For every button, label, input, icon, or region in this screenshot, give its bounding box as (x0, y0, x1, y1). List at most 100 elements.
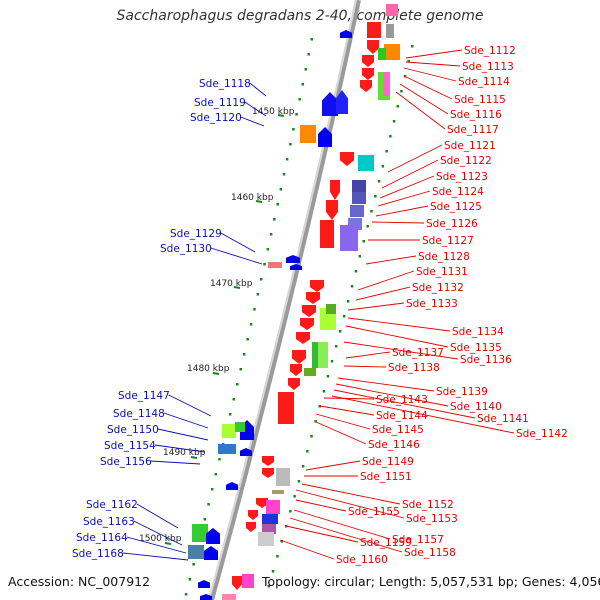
right-gene-label: Sde_1134 (452, 326, 504, 338)
tick-dot (322, 390, 326, 393)
tick-dot (389, 135, 392, 138)
label-line (343, 365, 387, 368)
label-line (319, 405, 375, 416)
right-gene-label: Sde_1138 (388, 362, 440, 374)
gene-block (258, 532, 274, 546)
right-gene-label: Sde_1159 (360, 537, 412, 549)
left-gene-label: Sde_1150 (107, 424, 159, 436)
label-line (122, 552, 189, 561)
gene-block (386, 4, 398, 16)
right-gene-label: Sde_1115 (454, 94, 506, 106)
tick-dot (342, 315, 346, 318)
tick-dot (295, 113, 298, 116)
kbp-tick-label: 1490 kbp (163, 448, 206, 458)
tick-dot (192, 563, 195, 566)
tick-dot (396, 105, 399, 108)
gene-block (222, 594, 236, 600)
tick-dot (207, 503, 210, 506)
label-line (323, 397, 375, 400)
left-gene-label: Sde_1168 (72, 548, 124, 560)
gene-arrow (232, 576, 242, 590)
left-gene-label: Sde_1156 (100, 456, 152, 468)
gene-arrow (296, 332, 310, 344)
gene-arrow (367, 40, 379, 54)
tick-dot (228, 413, 232, 416)
tick-dot (400, 90, 403, 93)
left-gene-label: Sde_1147 (118, 390, 170, 402)
label-line (333, 389, 476, 419)
label-line (240, 116, 265, 127)
right-gene-label: Sde_1149 (362, 456, 414, 468)
label-line (387, 144, 443, 173)
tick-dot (330, 360, 334, 363)
tick-dot (334, 345, 338, 348)
tick-dot (304, 68, 307, 71)
kbp-tick-label: 1500 kbp (139, 534, 182, 544)
right-gene-label: Sde_1116 (450, 109, 502, 121)
label-line (285, 525, 359, 543)
label-line (355, 286, 411, 301)
label-line (210, 247, 263, 265)
gene-block (268, 262, 282, 268)
kbp-tick-label: 1470 kbp (210, 279, 253, 289)
gene-block (358, 155, 374, 171)
tick-dot (289, 143, 292, 146)
tick-dot (239, 368, 242, 371)
backbone (208, 0, 361, 600)
label-line (126, 536, 187, 554)
label-line (295, 499, 347, 512)
label-line (295, 489, 405, 519)
gene-block (192, 524, 208, 542)
gene-arrow (198, 580, 210, 588)
gene-block (318, 342, 328, 368)
tick-dot (301, 465, 305, 468)
right-gene-label: Sde_1128 (418, 251, 470, 263)
gene-block (242, 574, 254, 588)
label-line (133, 520, 183, 546)
label-line (405, 61, 461, 67)
tick-dot (236, 383, 239, 386)
right-gene-label: Sde_1126 (426, 218, 478, 230)
label-line (150, 460, 201, 465)
gene-block (350, 205, 364, 217)
gene-block (304, 368, 316, 376)
tick-dot (203, 518, 207, 521)
gene-features (188, 4, 400, 600)
gene-arrow (288, 378, 300, 390)
gene-block (326, 304, 336, 314)
right-gene-label: Sde_1157 (392, 534, 444, 546)
tick-dot (385, 150, 388, 153)
tick-dot (184, 593, 188, 596)
gene-block (276, 468, 290, 486)
tick-dot (292, 128, 295, 131)
label-line (136, 503, 179, 529)
gene-arrow (226, 482, 238, 490)
right-gene-label: Sde_1132 (412, 282, 464, 294)
gene-arrow (256, 498, 268, 508)
gene-arrow (360, 80, 372, 92)
tick-dot (301, 83, 304, 86)
tick-dot (289, 510, 292, 513)
right-gene-label: Sde_1122 (440, 155, 492, 167)
tick-dot (314, 420, 317, 423)
gene-block (384, 44, 400, 60)
right-gene-label: Sde_1151 (360, 471, 412, 483)
tick-dot (411, 45, 414, 48)
gene-arrow (302, 305, 316, 317)
kbp-tick-mark (164, 542, 172, 545)
label-line (347, 317, 451, 332)
right-gene-label: Sde_1113 (462, 61, 514, 73)
tick-dot (266, 248, 270, 251)
right-gene-label: Sde_1144 (376, 410, 428, 422)
label-line (289, 517, 403, 553)
label-line (343, 341, 459, 360)
left-gene-label: Sde_1163 (83, 516, 135, 528)
tick-dot (310, 435, 313, 438)
topology-text: Topology: circular; Length: 5,057,531 bp… (262, 574, 600, 589)
gene-arrow (306, 292, 320, 304)
right-gene-label: Sde_1124 (432, 186, 484, 198)
right-gene-label: Sde_1125 (430, 201, 482, 213)
tick-dot (338, 330, 342, 333)
right-gene-label: Sde_1155 (348, 506, 400, 518)
